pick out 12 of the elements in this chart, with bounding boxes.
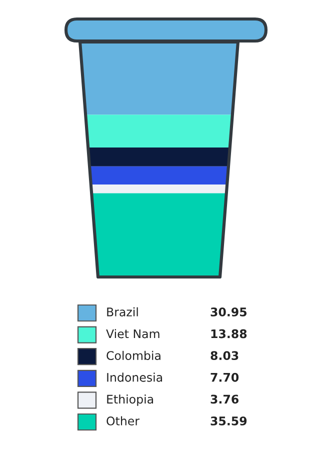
data-label: 13.88 [211, 329, 247, 338]
category-label: Indonesia [107, 372, 162, 382]
category-label: Colombia [106, 350, 160, 360]
data-label: 8.03 [210, 351, 238, 360]
category-label: Brazil [107, 307, 138, 316]
category-label: Other [106, 416, 140, 426]
data-label: 3.76 [210, 394, 238, 404]
data-label: 35.59 [210, 416, 247, 426]
category-label: Ethiopia [107, 394, 154, 406]
data-label: 30.95 [210, 307, 247, 316]
category-label: Viet Nam [106, 329, 160, 338]
data-label: 7.70 [210, 372, 239, 382]
